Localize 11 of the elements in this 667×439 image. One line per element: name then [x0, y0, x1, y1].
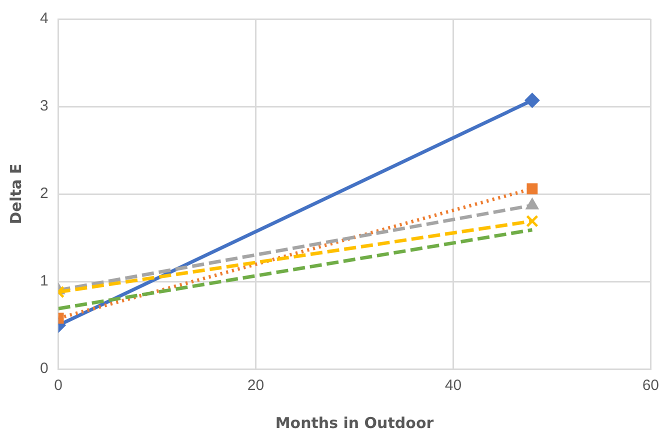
- x-tick-label: 20: [247, 377, 264, 394]
- x-tick-label: 60: [642, 377, 659, 394]
- y-tick-label: 3: [40, 98, 48, 115]
- y-tick-label: 0: [40, 360, 48, 378]
- y-tick-label: 1: [40, 272, 48, 290]
- x-tick-label: 0: [54, 377, 63, 394]
- y-tick-label: 2: [40, 185, 48, 202]
- y-axis-title: Delta E: [6, 164, 25, 224]
- x-axis-title: Months in Outdoor: [275, 414, 434, 432]
- y-tick-label: 4: [40, 10, 48, 28]
- x-tick-label: 40: [444, 377, 462, 394]
